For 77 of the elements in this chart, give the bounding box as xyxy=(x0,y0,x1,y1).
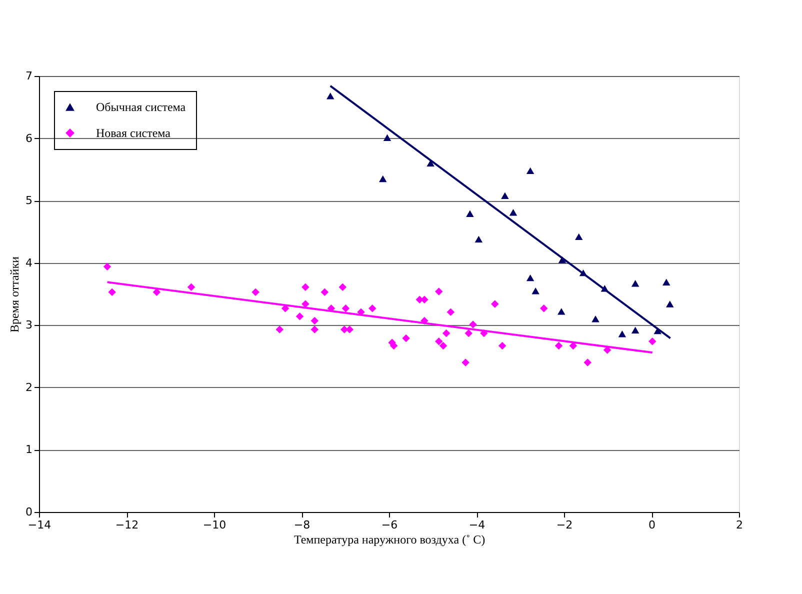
x-tick-label: −10 xyxy=(202,518,226,532)
point xyxy=(526,167,534,174)
x-tick-label: −4 xyxy=(468,518,486,532)
point xyxy=(554,342,563,350)
point xyxy=(302,283,310,292)
point xyxy=(310,326,318,334)
y-tick-label: 2 xyxy=(26,380,32,394)
point xyxy=(464,329,472,338)
x-tick-label: 0 xyxy=(648,518,656,532)
point xyxy=(152,288,161,296)
point xyxy=(654,327,662,334)
point xyxy=(402,334,410,342)
point xyxy=(466,210,474,218)
point xyxy=(357,308,365,316)
point xyxy=(540,304,548,312)
y-axis-title: Время оттайки xyxy=(8,256,22,332)
y-tick-label: 1 xyxy=(26,443,32,456)
x-tick-label: −14 xyxy=(28,518,52,532)
point xyxy=(326,92,334,100)
point xyxy=(631,280,640,287)
point xyxy=(498,342,506,350)
point xyxy=(501,192,509,199)
x-tick-label: −12 xyxy=(115,518,139,532)
point xyxy=(558,256,566,264)
point xyxy=(474,236,483,243)
point xyxy=(469,320,477,328)
point xyxy=(310,316,318,325)
point xyxy=(420,316,428,325)
point xyxy=(446,308,455,316)
y-tick-label: 5 xyxy=(26,194,32,208)
point xyxy=(379,175,387,182)
point xyxy=(368,304,376,312)
point xyxy=(666,300,674,308)
x-tick-label: −8 xyxy=(294,518,310,532)
point xyxy=(302,300,310,308)
point xyxy=(342,304,350,312)
point xyxy=(631,326,640,334)
y-tick-label: 3 xyxy=(26,318,32,332)
point xyxy=(103,262,112,270)
point xyxy=(442,329,450,338)
x-tick-label: −6 xyxy=(381,518,398,532)
point xyxy=(575,233,583,240)
point xyxy=(491,300,499,308)
point xyxy=(618,330,626,338)
point xyxy=(558,308,566,315)
y-tick-label: 4 xyxy=(26,256,32,270)
point xyxy=(187,283,196,292)
point xyxy=(435,337,443,346)
y-tick-label: 7 xyxy=(26,70,32,82)
point xyxy=(108,288,116,296)
point xyxy=(252,288,260,296)
point xyxy=(383,134,392,142)
y-tick-label: 0 xyxy=(26,506,32,518)
legend-label: Новая система xyxy=(96,126,172,140)
point xyxy=(296,312,304,320)
point xyxy=(526,274,534,282)
point xyxy=(532,288,540,294)
point xyxy=(327,304,336,312)
x-tick-label: −2 xyxy=(556,518,573,532)
point xyxy=(439,342,448,350)
point xyxy=(276,326,284,334)
point xyxy=(509,209,518,216)
point xyxy=(600,285,609,292)
point xyxy=(648,337,656,346)
point xyxy=(662,278,670,286)
point xyxy=(584,358,592,366)
point xyxy=(579,269,588,276)
point xyxy=(435,288,443,296)
y-tick-label: 6 xyxy=(26,132,32,145)
legend-label: Обычная система xyxy=(96,100,186,114)
point xyxy=(592,316,600,322)
point xyxy=(320,288,329,296)
x-axis-title: Температура наружного воздуха (˚ C) xyxy=(294,532,486,546)
point xyxy=(462,358,470,366)
point xyxy=(338,283,346,292)
point xyxy=(480,329,488,338)
x-tick-label: 2 xyxy=(736,518,743,532)
